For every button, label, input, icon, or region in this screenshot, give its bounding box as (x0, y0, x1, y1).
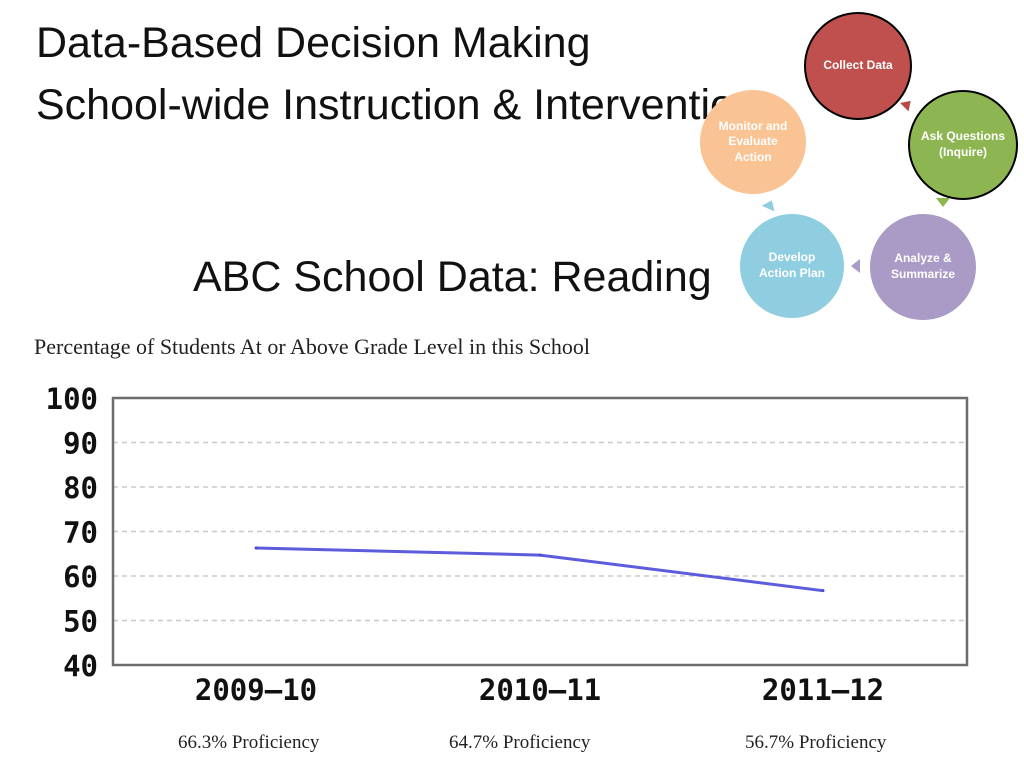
y-tick-label: 100 (46, 382, 98, 416)
cycle-step-ask: Ask Questions (Inquire) (908, 90, 1018, 200)
x-tick-label: 2011–12 (762, 673, 884, 707)
data-point (254, 546, 258, 550)
cycle-step-monitor-label: Monitor and Evaluate Action (718, 118, 788, 164)
y-tick-label: 90 (63, 427, 98, 461)
cycle-step-monitor: Monitor and Evaluate Action (700, 90, 806, 194)
cycle-step-analyze-label: Analyze & Summarize (890, 251, 956, 281)
slide-subtitle: ABC School Data: Reading (193, 253, 712, 301)
cycle-arrow-icon (936, 198, 950, 207)
x-tick-label: 2010–11 (479, 673, 601, 707)
y-tick-label: 50 (63, 605, 98, 639)
cycle-step-analyze: Analyze & Summarize (870, 214, 976, 320)
plot-frame (111, 396, 969, 667)
cycle-step-ask-label: Ask Questions (Inquire) (920, 129, 1006, 159)
y-tick-label: 70 (63, 516, 98, 550)
cycle-step-develop-label: Develop Action Plan (758, 250, 825, 280)
data-point (821, 589, 825, 593)
x-tick-label: 2009–10 (195, 673, 317, 707)
slide-title-line-2: School-wide Instruction & Intervention (36, 81, 758, 129)
slide-title-line-1: Data-Based Decision Making (36, 19, 591, 67)
cycle-arrow-icon (761, 197, 779, 212)
line-chart: 100 90 80 70 60 50 40 2009–10 2010–11 2011–12 (46, 382, 969, 707)
chart-title: Percentage of Students At or Above Grade… (34, 334, 590, 359)
proficiency-annotation: 64.7% Proficiency (449, 732, 591, 753)
cycle-step-collect: Collect Data (804, 12, 912, 120)
cycle-arrow-icon (900, 96, 915, 112)
proficiency-annotation: 56.7% Proficiency (745, 732, 887, 753)
y-tick-label: 40 (63, 649, 98, 683)
proficiency-annotation: 66.3% Proficiency (178, 732, 320, 753)
y-tick-label: 60 (63, 560, 98, 594)
y-tick-label: 80 (63, 471, 98, 505)
cycle-arrow-icon (851, 259, 860, 273)
data-point (538, 553, 542, 557)
cycle-step-collect-label: Collect Data (823, 58, 893, 73)
cycle-step-develop: Develop Action Plan (740, 214, 844, 318)
